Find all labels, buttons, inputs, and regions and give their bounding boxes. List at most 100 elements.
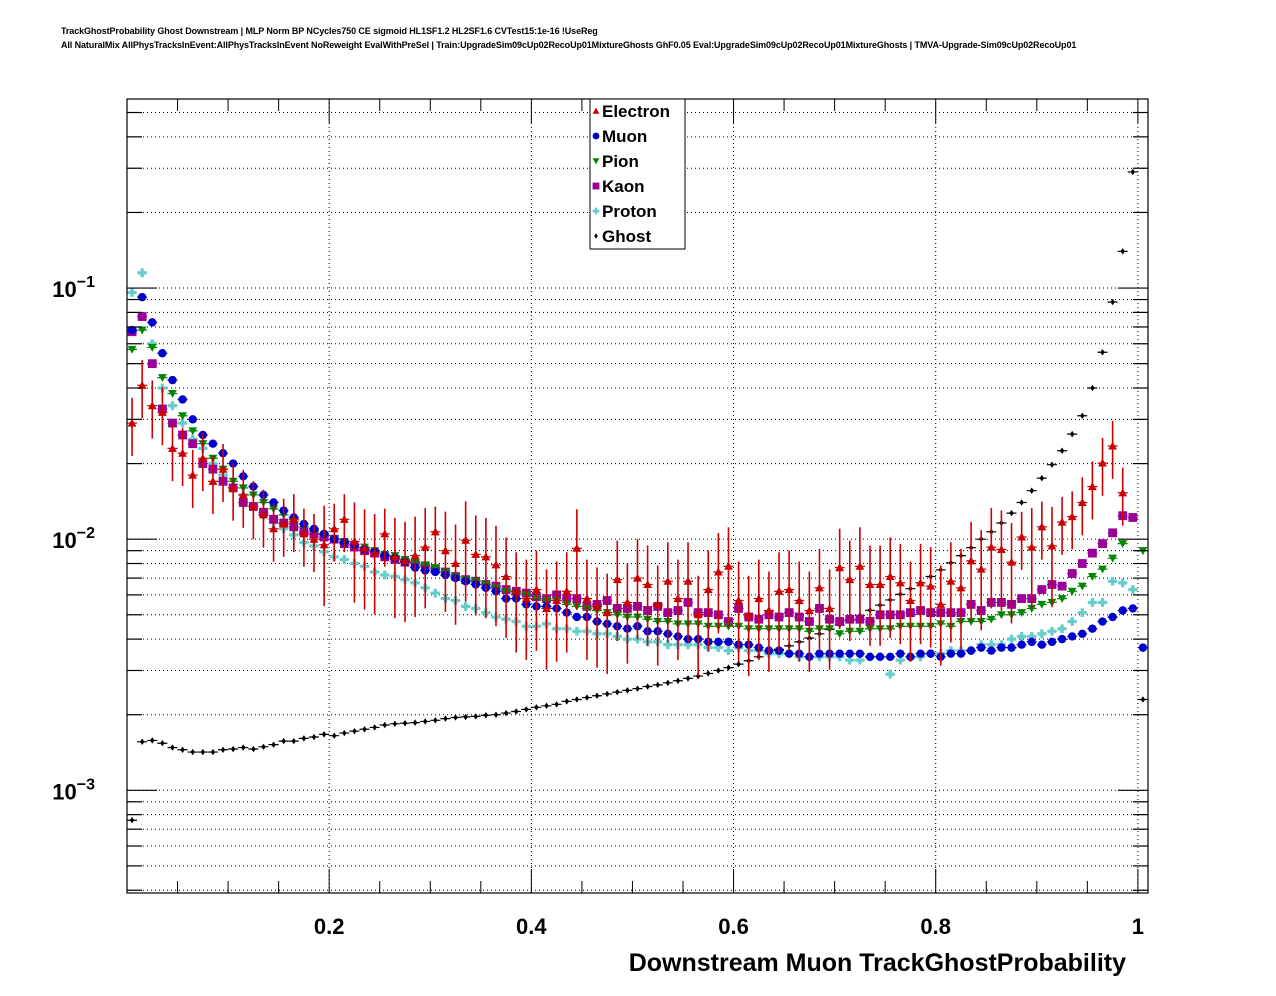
- data-point: [736, 660, 741, 668]
- data-point: [501, 572, 511, 581]
- data-point: [1009, 509, 1014, 517]
- data-point: [815, 583, 824, 592]
- data-point: [835, 630, 845, 639]
- data-point: [453, 714, 458, 721]
- data-point: [461, 601, 471, 611]
- data-point: [139, 738, 145, 746]
- data-point: [321, 731, 327, 738]
- data-point: [956, 649, 966, 658]
- data-point: [291, 737, 297, 745]
- data-point: [1057, 634, 1067, 644]
- data-point: [1067, 632, 1077, 641]
- data-point: [1067, 587, 1077, 596]
- data-point: [521, 594, 531, 603]
- data-point: [168, 443, 177, 452]
- data-point: [724, 646, 733, 656]
- data-point: [160, 740, 165, 747]
- legend-box: [589, 98, 686, 250]
- data-point: [431, 567, 440, 577]
- data-point: [572, 612, 582, 622]
- data-point: [693, 610, 703, 619]
- data-point: [1118, 606, 1127, 615]
- data-point: [815, 649, 824, 658]
- data-point: [168, 375, 177, 385]
- data-point: [147, 339, 157, 349]
- data-point: [157, 374, 167, 382]
- data-point: [1067, 569, 1077, 578]
- data-point: [592, 601, 602, 610]
- data-point: [137, 312, 147, 321]
- data-point: [1088, 482, 1097, 491]
- ghost-marker-icon: [594, 233, 598, 239]
- data-point: [1029, 487, 1034, 494]
- data-point: [744, 610, 754, 619]
- data-point: [804, 606, 814, 615]
- data-point: [301, 735, 307, 742]
- data-point: [895, 655, 905, 665]
- x-tick-label: 0.4: [516, 914, 547, 939]
- data-point: [653, 599, 663, 608]
- data-point: [380, 570, 390, 580]
- data-point: [885, 669, 895, 679]
- data-point: [552, 596, 562, 605]
- data-point: [127, 345, 137, 354]
- data-point: [1140, 696, 1146, 703]
- data-point: [997, 643, 1006, 652]
- data-point: [370, 548, 380, 557]
- data-point: [713, 643, 723, 653]
- x-tick-label: 1: [1132, 914, 1144, 939]
- data-point: [362, 726, 367, 733]
- data-point: [178, 418, 187, 428]
- data-point: [1037, 600, 1047, 609]
- data-point: [127, 418, 137, 427]
- data-point: [380, 529, 390, 538]
- data-point: [269, 524, 278, 533]
- data-point: [150, 737, 155, 744]
- data-point: [716, 667, 721, 674]
- data-point: [572, 626, 582, 636]
- data-point: [168, 390, 177, 398]
- data-point: [1077, 498, 1087, 507]
- data-point: [564, 698, 569, 705]
- data-point: [210, 748, 216, 756]
- data-point: [127, 288, 137, 297]
- data-point: [433, 717, 438, 724]
- data-point: [412, 719, 418, 726]
- data-point: [483, 712, 489, 719]
- data-point: [544, 702, 549, 710]
- data-point: [532, 585, 541, 594]
- data-point: [1047, 626, 1057, 636]
- data-point: [1047, 541, 1057, 550]
- data-point: [675, 677, 681, 684]
- data-point: [451, 559, 460, 568]
- data-point: [724, 637, 733, 647]
- data-point: [1057, 517, 1067, 526]
- data-point: [1108, 576, 1118, 586]
- data-point: [1027, 637, 1036, 647]
- data-point: [1110, 298, 1115, 306]
- data-point: [875, 580, 885, 589]
- data-point: [986, 615, 996, 624]
- data-point: [1098, 617, 1107, 626]
- data-point: [271, 741, 276, 748]
- data-point: [602, 608, 612, 617]
- data-point: [1078, 629, 1087, 638]
- data-point: [1098, 458, 1107, 467]
- data-point: [392, 720, 398, 728]
- data-point: [794, 596, 804, 605]
- data-point: [309, 534, 319, 543]
- data-point: [147, 401, 157, 410]
- data-point: [997, 545, 1006, 553]
- data-point: [281, 737, 286, 745]
- data-point: [726, 664, 731, 671]
- data-point: [188, 439, 198, 449]
- data-point: [655, 681, 660, 689]
- legend-label: Electron: [602, 102, 670, 121]
- data-point: [430, 527, 440, 536]
- data-point: [524, 706, 529, 713]
- data-point: [148, 318, 157, 327]
- data-point: [188, 470, 198, 479]
- data-point: [400, 556, 410, 565]
- data-point: [916, 578, 925, 587]
